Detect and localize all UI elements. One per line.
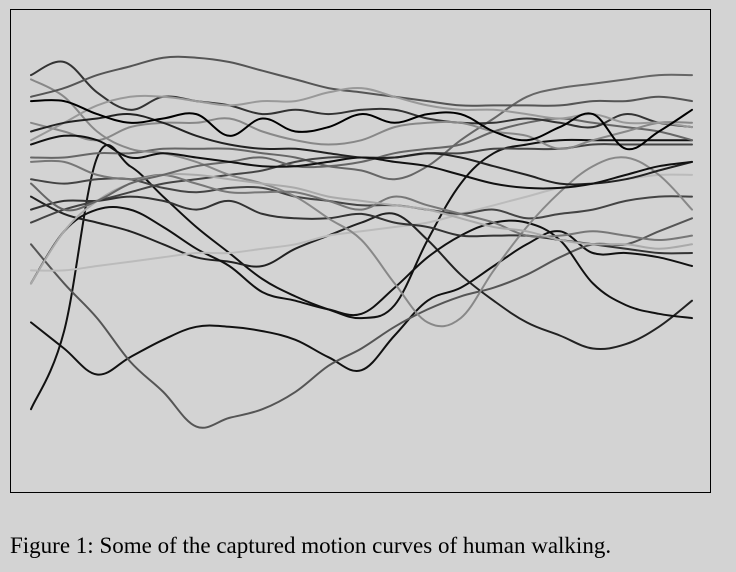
- motion-curve-21: [30, 99, 693, 151]
- motion-curve-17: [30, 117, 693, 150]
- motion-curve-20: [30, 134, 693, 190]
- motion-curve-16: [30, 55, 693, 107]
- figure-caption: Figure 1: Some of the captured motion cu…: [10, 533, 612, 558]
- motion-curve-3: [30, 217, 693, 429]
- motion-curve-11: [30, 78, 693, 328]
- motion-curve-14: [30, 117, 693, 212]
- motion-curve-2: [30, 230, 693, 376]
- motion-curve-5: [30, 205, 693, 320]
- motion-curve-1: [30, 138, 693, 411]
- figure-frame: [10, 9, 711, 493]
- motion-curve-13: [30, 172, 693, 285]
- motion-curve-15: [30, 60, 693, 129]
- motion-curve-12: [30, 159, 693, 241]
- motion-curve-6: [30, 73, 693, 181]
- motion-curve-4: [30, 195, 693, 350]
